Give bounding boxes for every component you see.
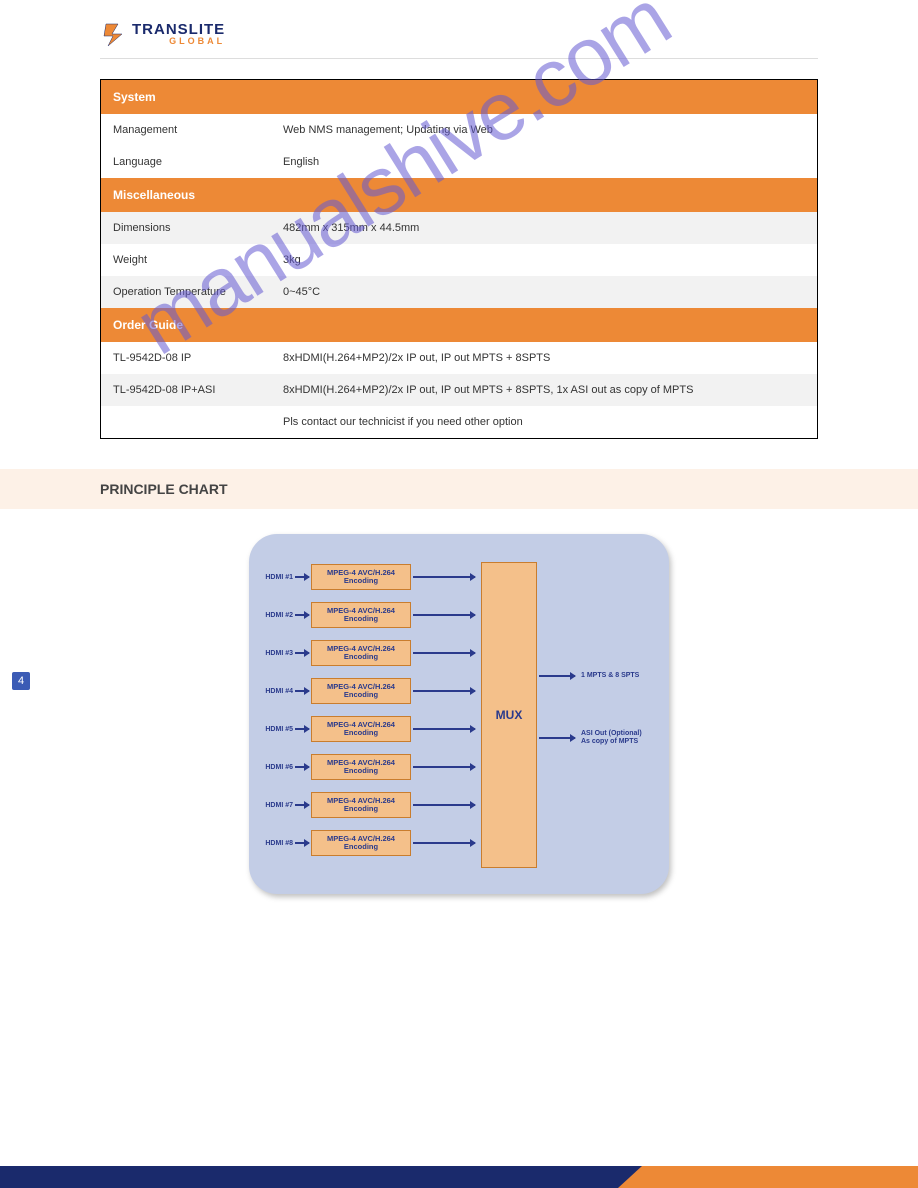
hdmi-label: HDMI #2 <box>259 612 293 619</box>
encoder-row: HDMI #5 MPEG-4 AVC/H.264Encoding <box>259 716 475 742</box>
table-cell-value: 8xHDMI(H.264+MP2)/2x IP out, IP out MPTS… <box>271 374 817 406</box>
table-cell-value: Pls contact our technicist if you need o… <box>271 406 817 438</box>
logo-text: TRANSLITE GLOBAL <box>132 22 225 46</box>
encoder-box: MPEG-4 AVC/H.264Encoding <box>311 716 411 742</box>
encoder-output-arrow-icon <box>413 842 475 844</box>
table-section-header: System <box>101 80 817 114</box>
page-header: TRANSLITE GLOBAL <box>100 0 818 59</box>
output-label: 1 MPTS & 8 SPTS <box>581 672 639 680</box>
hdmi-label: HDMI #6 <box>259 764 293 771</box>
table-cell-label: TL-9542D-08 IP <box>101 342 271 374</box>
output-row: ASI Out (Optional)As copy of MPTS <box>539 730 642 747</box>
mux-box: MUX <box>481 562 537 868</box>
table-cell-value: 482mm x 315mm x 44.5mm <box>271 212 817 244</box>
hdmi-label: HDMI #7 <box>259 802 293 809</box>
table-cell-value: English <box>271 146 817 178</box>
input-arrow-icon <box>295 766 309 768</box>
table-cell-label: Operation Temperature <box>101 276 271 308</box>
logo-main: TRANSLITE <box>132 22 225 37</box>
table-cell-label: Weight <box>101 244 271 276</box>
encoder-box: MPEG-4 AVC/H.264Encoding <box>311 792 411 818</box>
table-cell-label <box>101 406 271 438</box>
encoder-row: HDMI #8 MPEG-4 AVC/H.264Encoding <box>259 830 475 856</box>
input-arrow-icon <box>295 804 309 806</box>
logo-icon <box>100 20 128 48</box>
encoder-box: MPEG-4 AVC/H.264Encoding <box>311 640 411 666</box>
table-cell-label: Language <box>101 146 271 178</box>
table-cell-value: 0~45°C <box>271 276 817 308</box>
encoder-output-arrow-icon <box>413 652 475 654</box>
encoder-output-arrow-icon <box>413 728 475 730</box>
input-arrow-icon <box>295 652 309 654</box>
table-section-header: Order Guide <box>101 308 817 342</box>
table-cell-value: 3kg <box>271 244 817 276</box>
encoder-output-arrow-icon <box>413 614 475 616</box>
mux-output-arrow-icon <box>539 675 575 677</box>
encoder-row: HDMI #6 MPEG-4 AVC/H.264Encoding <box>259 754 475 780</box>
encoder-row: HDMI #4 MPEG-4 AVC/H.264Encoding <box>259 678 475 704</box>
table-row: LanguageEnglish <box>101 146 817 178</box>
table-row: TL-9542D-08 IP8xHDMI(H.264+MP2)/2x IP ou… <box>101 342 817 374</box>
table-row: ManagementWeb NMS management; Updating v… <box>101 114 817 146</box>
diagram-container: HDMI #1 MPEG-4 AVC/H.264Encoding HDMI #2 MP… <box>0 534 918 894</box>
hdmi-label: HDMI #1 <box>259 574 293 581</box>
encoder-box: MPEG-4 AVC/H.264Encoding <box>311 564 411 590</box>
hdmi-label: HDMI #4 <box>259 688 293 695</box>
encoder-box: MPEG-4 AVC/H.264Encoding <box>311 754 411 780</box>
encoder-row: HDMI #2 MPEG-4 AVC/H.264Encoding <box>259 602 475 628</box>
input-arrow-icon <box>295 614 309 616</box>
output-label: ASI Out (Optional)As copy of MPTS <box>581 730 642 747</box>
table-cell-value: 8xHDMI(H.264+MP2)/2x IP out, IP out MPTS… <box>271 342 817 374</box>
section-title: PRINCIPLE CHART <box>0 469 918 509</box>
input-arrow-icon <box>295 576 309 578</box>
table-row: Dimensions482mm x 315mm x 44.5mm <box>101 212 817 244</box>
encoder-output-arrow-icon <box>413 690 475 692</box>
spec-table: SystemManagementWeb NMS management; Upda… <box>100 79 818 439</box>
hdmi-label: HDMI #5 <box>259 726 293 733</box>
encoder-box: MPEG-4 AVC/H.264Encoding <box>311 678 411 704</box>
table-cell-label: TL-9542D-08 IP+ASI <box>101 374 271 406</box>
mux-output-arrow-icon <box>539 737 575 739</box>
encoder-box: MPEG-4 AVC/H.264Encoding <box>311 602 411 628</box>
table-row: Pls contact our technicist if you need o… <box>101 406 817 438</box>
output-row: 1 MPTS & 8 SPTS <box>539 672 639 680</box>
input-arrow-icon <box>295 690 309 692</box>
encoder-box: MPEG-4 AVC/H.264Encoding <box>311 830 411 856</box>
table-section-header: Miscellaneous <box>101 178 817 212</box>
table-cell-value: Web NMS management; Updating via Web <box>271 114 817 146</box>
encoder-row: HDMI #1 MPEG-4 AVC/H.264Encoding <box>259 564 475 590</box>
hdmi-label: HDMI #8 <box>259 840 293 847</box>
page-number: 4 <box>12 672 30 690</box>
encoder-output-arrow-icon <box>413 804 475 806</box>
table-row: Operation Temperature0~45°C <box>101 276 817 308</box>
footer-accent <box>618 1166 918 1188</box>
encoder-row: HDMI #7 MPEG-4 AVC/H.264Encoding <box>259 792 475 818</box>
table-cell-label: Management <box>101 114 271 146</box>
table-row: Weight3kg <box>101 244 817 276</box>
input-arrow-icon <box>295 728 309 730</box>
encoder-output-arrow-icon <box>413 576 475 578</box>
principle-chart-diagram: HDMI #1 MPEG-4 AVC/H.264Encoding HDMI #2 MP… <box>249 534 669 894</box>
encoder-row: HDMI #3 MPEG-4 AVC/H.264Encoding <box>259 640 475 666</box>
input-arrow-icon <box>295 842 309 844</box>
table-row: TL-9542D-08 IP+ASI8xHDMI(H.264+MP2)/2x I… <box>101 374 817 406</box>
table-cell-label: Dimensions <box>101 212 271 244</box>
logo: TRANSLITE GLOBAL <box>100 20 818 48</box>
encoder-output-arrow-icon <box>413 766 475 768</box>
hdmi-label: HDMI #3 <box>259 650 293 657</box>
logo-sub: GLOBAL <box>132 37 225 46</box>
